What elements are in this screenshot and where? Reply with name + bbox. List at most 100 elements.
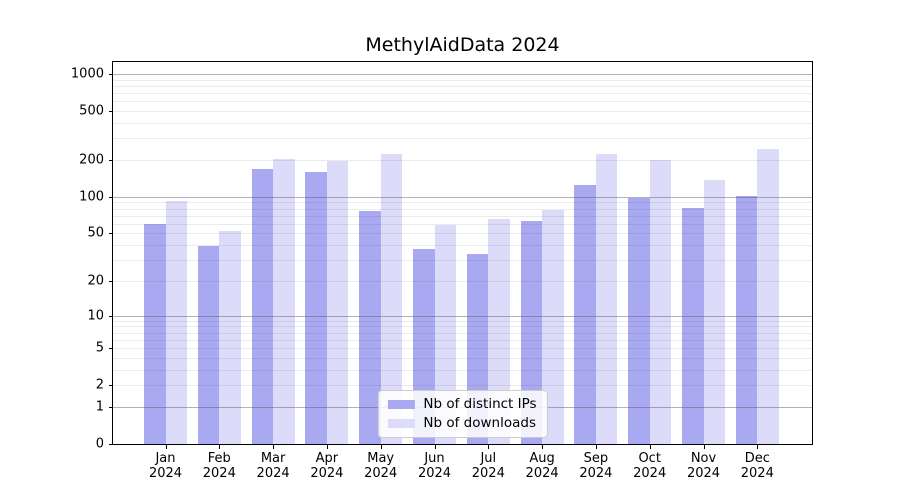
gridline-minor <box>113 348 812 350</box>
gridline-minor <box>113 260 812 262</box>
chart-title: MethylAidData 2024 <box>365 34 560 56</box>
gridline-minor <box>113 93 812 95</box>
bar-downloads <box>649 159 672 444</box>
x-tick-mark <box>542 445 544 449</box>
gridline-minor <box>113 79 812 81</box>
bar-downloads <box>219 231 241 444</box>
gridline-minor <box>113 326 812 328</box>
x-tick-mark <box>703 445 705 449</box>
bar-downloads <box>703 179 725 444</box>
x-tick-label: Jul 2024 <box>471 451 505 481</box>
bar-distinct-ips <box>251 169 274 444</box>
bar-distinct-ips <box>144 223 166 444</box>
gridline-minor <box>113 223 812 225</box>
y-tick-label: 0 <box>95 436 104 452</box>
y-tick-label: 10 <box>87 308 104 324</box>
x-tick-label: Mar 2024 <box>256 451 290 481</box>
x-tick-label: Feb 2024 <box>202 451 236 481</box>
bar-downloads <box>757 149 779 444</box>
gridline-minor <box>113 280 812 282</box>
gridline-major <box>113 315 812 317</box>
gridline-minor <box>113 138 812 140</box>
legend-label-distinct-ips: Nb of distinct IPs <box>423 396 537 412</box>
y-tick-label: 5 <box>95 340 104 356</box>
bar-downloads <box>595 153 618 444</box>
gridline-major <box>113 196 812 198</box>
bar-distinct-ips <box>520 221 543 444</box>
gridline-minor <box>113 233 812 235</box>
x-tick-label: Jan 2024 <box>148 451 183 481</box>
legend-label-downloads: Nb of downloads <box>423 415 536 431</box>
y-tick-label: 50 <box>87 225 104 241</box>
gridline-minor <box>113 111 812 113</box>
legend: Nb of distinct IPs Nb of downloads <box>377 390 548 438</box>
bar-downloads <box>488 218 510 444</box>
y-tick-label: 1000 <box>70 66 104 82</box>
bar-distinct-ips <box>682 207 704 444</box>
x-tick-mark <box>434 445 436 449</box>
gridline-major <box>113 74 812 75</box>
y-tick-mark <box>109 74 113 75</box>
bar-distinct-ips <box>574 184 596 444</box>
gridline-minor <box>113 202 812 204</box>
gridline-minor <box>113 122 812 124</box>
y-tick-label: 200 <box>79 152 104 168</box>
x-tick-mark <box>273 445 275 449</box>
x-tick-label: Nov 2024 <box>686 451 721 481</box>
y-tick-mark <box>109 111 113 113</box>
y-tick-label: 1 <box>95 399 104 415</box>
y-tick-label: 20 <box>87 273 104 289</box>
x-tick-mark <box>219 445 221 449</box>
y-tick-mark <box>109 348 113 350</box>
legend-item-downloads: Nb of downloads <box>387 416 536 431</box>
bar-distinct-ips <box>305 171 327 444</box>
y-tick-mark <box>109 280 113 282</box>
y-tick-mark <box>109 444 113 445</box>
legend-swatch-downloads-icon <box>387 419 415 428</box>
bar-downloads <box>434 224 456 444</box>
bar-downloads <box>326 161 349 444</box>
bar-downloads <box>542 209 564 444</box>
y-tick-mark <box>109 233 113 235</box>
x-tick-label: May 2024 <box>364 451 398 481</box>
x-tick-label: Jun 2024 <box>417 451 452 481</box>
x-tick-mark <box>595 445 597 449</box>
x-tick-label: Aug 2024 <box>525 451 559 481</box>
gridline-minor <box>113 208 812 210</box>
gridline-minor <box>113 385 812 387</box>
y-tick-label: 100 <box>79 189 104 205</box>
gridline-minor <box>113 85 812 87</box>
x-tick-mark <box>488 445 490 449</box>
y-tick-label: 2 <box>95 377 104 393</box>
legend-item-distinct-ips: Nb of distinct IPs <box>387 396 537 412</box>
x-tick-mark <box>380 445 382 449</box>
x-tick-mark <box>165 445 167 449</box>
bar-distinct-ips <box>628 198 650 444</box>
y-tick-mark <box>109 159 113 161</box>
bar-distinct-ips <box>197 246 220 444</box>
legend-swatch-distinct-ips-icon <box>387 400 415 409</box>
gridline-minor <box>113 215 812 217</box>
x-tick-mark <box>649 445 651 449</box>
bar-downloads <box>273 158 295 444</box>
gridline-minor <box>113 159 812 161</box>
y-tick-mark <box>109 315 113 317</box>
plot-area: Nb of distinct IPs Nb of downloads <box>113 62 812 444</box>
x-tick-label: Oct 2024 <box>633 451 667 481</box>
y-tick-mark <box>109 196 113 198</box>
gridline-minor <box>113 245 812 247</box>
gridline-minor <box>113 357 812 359</box>
gridline-minor <box>113 369 812 371</box>
y-tick-mark <box>109 385 113 387</box>
gridline-minor <box>113 332 812 334</box>
bar-downloads <box>380 154 403 444</box>
bar-downloads <box>165 201 187 444</box>
gridline-minor <box>113 101 812 103</box>
y-tick-label: 500 <box>79 103 104 119</box>
x-tick-mark <box>326 445 328 449</box>
y-tick-mark <box>109 406 113 408</box>
x-tick-label: Apr 2024 <box>310 451 344 481</box>
gridline-minor <box>113 320 812 322</box>
x-tick-label: Sep 2024 <box>579 451 613 481</box>
